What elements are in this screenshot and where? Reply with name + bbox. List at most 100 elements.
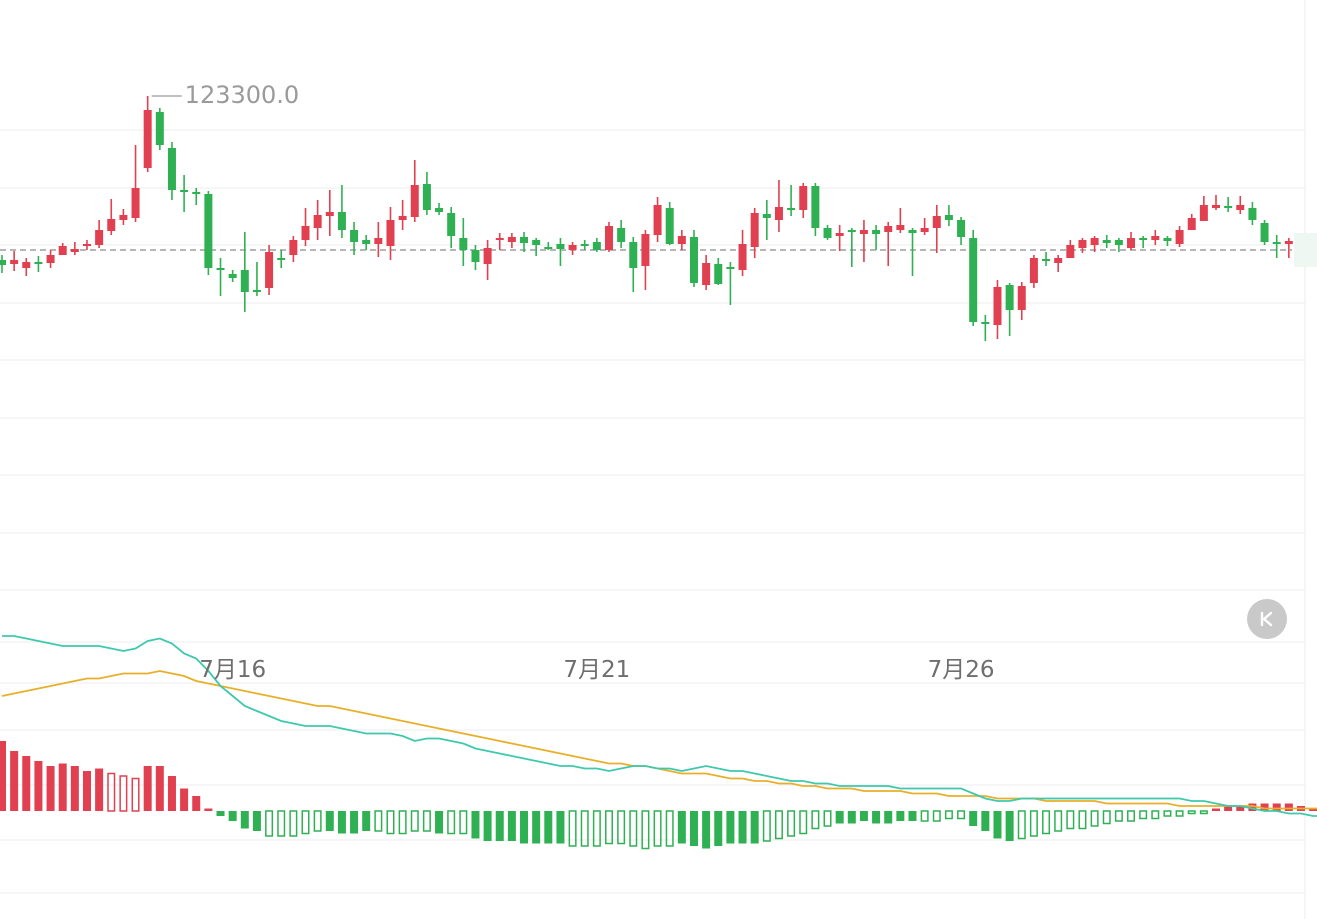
candle-body: [1236, 205, 1245, 210]
candle-body: [774, 207, 783, 220]
macd-bar: [398, 810, 407, 835]
macd-bar: [58, 763, 67, 811]
macd-bar: [592, 810, 601, 847]
candle-body: [762, 214, 771, 218]
macd-bar: [835, 811, 844, 824]
candle-body: [1272, 242, 1281, 244]
candle-body: [155, 112, 164, 145]
macd-bar: [95, 768, 104, 811]
macd-bar: [1078, 810, 1087, 830]
macd-bar: [1224, 806, 1233, 811]
candle-body: [702, 263, 711, 285]
candle-body: [1017, 286, 1026, 310]
macd-bar: [993, 811, 1002, 839]
candle-body: [119, 215, 128, 220]
candle-body: [289, 240, 298, 255]
macd-bar: [1127, 810, 1136, 822]
candle-body: [1102, 240, 1111, 243]
macd-bar: [1102, 810, 1111, 825]
macd-bar: [1029, 810, 1038, 837]
macd-bar: [240, 811, 249, 829]
candle-body: [1163, 238, 1172, 241]
macd-bar: [1114, 810, 1123, 822]
candle-body: [787, 208, 796, 210]
candle-body: [362, 240, 371, 244]
candle-body: [920, 228, 929, 232]
x-tick-label: 7月21: [563, 657, 631, 683]
candle-body: [823, 228, 832, 238]
macd-bar: [811, 810, 820, 830]
macd-bar: [82, 771, 91, 811]
candle-body: [313, 215, 322, 228]
candle-body: [932, 216, 941, 228]
candle-body: [507, 237, 516, 242]
macd-bar: [568, 810, 577, 847]
macd-bar: [799, 810, 808, 835]
macd-bar: [1284, 803, 1293, 811]
candle-body: [58, 246, 67, 255]
candle-body: [1212, 205, 1220, 208]
macd-bar: [1212, 808, 1220, 811]
macd-bar: [689, 811, 698, 846]
macd-bar: [896, 811, 905, 821]
macd-bar: [1309, 808, 1317, 811]
macd-bar: [167, 776, 176, 811]
macd-bar: [605, 810, 613, 845]
candle-body: [592, 242, 601, 250]
macd-bar: [1163, 810, 1172, 817]
macd-bar: [459, 810, 468, 835]
candle-body: [459, 238, 468, 250]
candle-body: [1090, 238, 1099, 245]
macd-bar: [386, 810, 395, 835]
macd-bar: [192, 796, 201, 811]
macd-bar: [1175, 810, 1184, 817]
candle-body: [95, 230, 104, 245]
macd-bar: [641, 810, 650, 850]
macd-bar: [435, 811, 444, 834]
candle-body: [677, 236, 686, 244]
candle-body: [714, 264, 723, 284]
candle-body: [520, 237, 529, 243]
candle-body: [993, 287, 1002, 325]
macd-bar: [944, 810, 953, 820]
candle-body: [337, 212, 346, 230]
macd-panel: [0, 635, 1317, 850]
macd-bar: [1151, 810, 1160, 820]
macd-bar: [143, 766, 152, 811]
macd-bar: [337, 811, 346, 834]
collapse-k-icon[interactable]: [1247, 599, 1287, 639]
candle-body: [204, 194, 213, 268]
macd-bar: [34, 761, 43, 811]
candle-body: [82, 244, 91, 246]
candle-body: [471, 250, 480, 262]
candle-body: [1042, 259, 1051, 261]
macd-bar: [847, 811, 856, 824]
macd-bar: [131, 777, 140, 812]
candle-body: [143, 110, 152, 168]
macd-bar: [180, 788, 189, 811]
macd-bar: [228, 811, 237, 821]
candle-body: [374, 238, 383, 244]
macd-bar: [495, 811, 504, 841]
macd-bar: [1260, 803, 1269, 811]
candle-body: [544, 247, 553, 249]
macd-bar: [1248, 803, 1257, 811]
max-price-label: 123300.0: [184, 81, 300, 109]
candle-body: [216, 268, 225, 270]
macd-bar: [969, 811, 978, 826]
macd-bar: [774, 810, 783, 840]
candle-body: [0, 260, 6, 265]
macd-bar: [738, 811, 747, 844]
macd-bar: [520, 811, 529, 844]
candle-body: [884, 226, 893, 232]
macd-bar: [70, 766, 79, 811]
macd-bar: [1054, 810, 1063, 832]
candle-body: [22, 262, 31, 268]
candle-body: [252, 290, 261, 292]
macd-bar: [1090, 810, 1099, 827]
candle-body: [617, 228, 626, 242]
candle-body: [981, 322, 990, 324]
candle-body: [1175, 230, 1184, 244]
